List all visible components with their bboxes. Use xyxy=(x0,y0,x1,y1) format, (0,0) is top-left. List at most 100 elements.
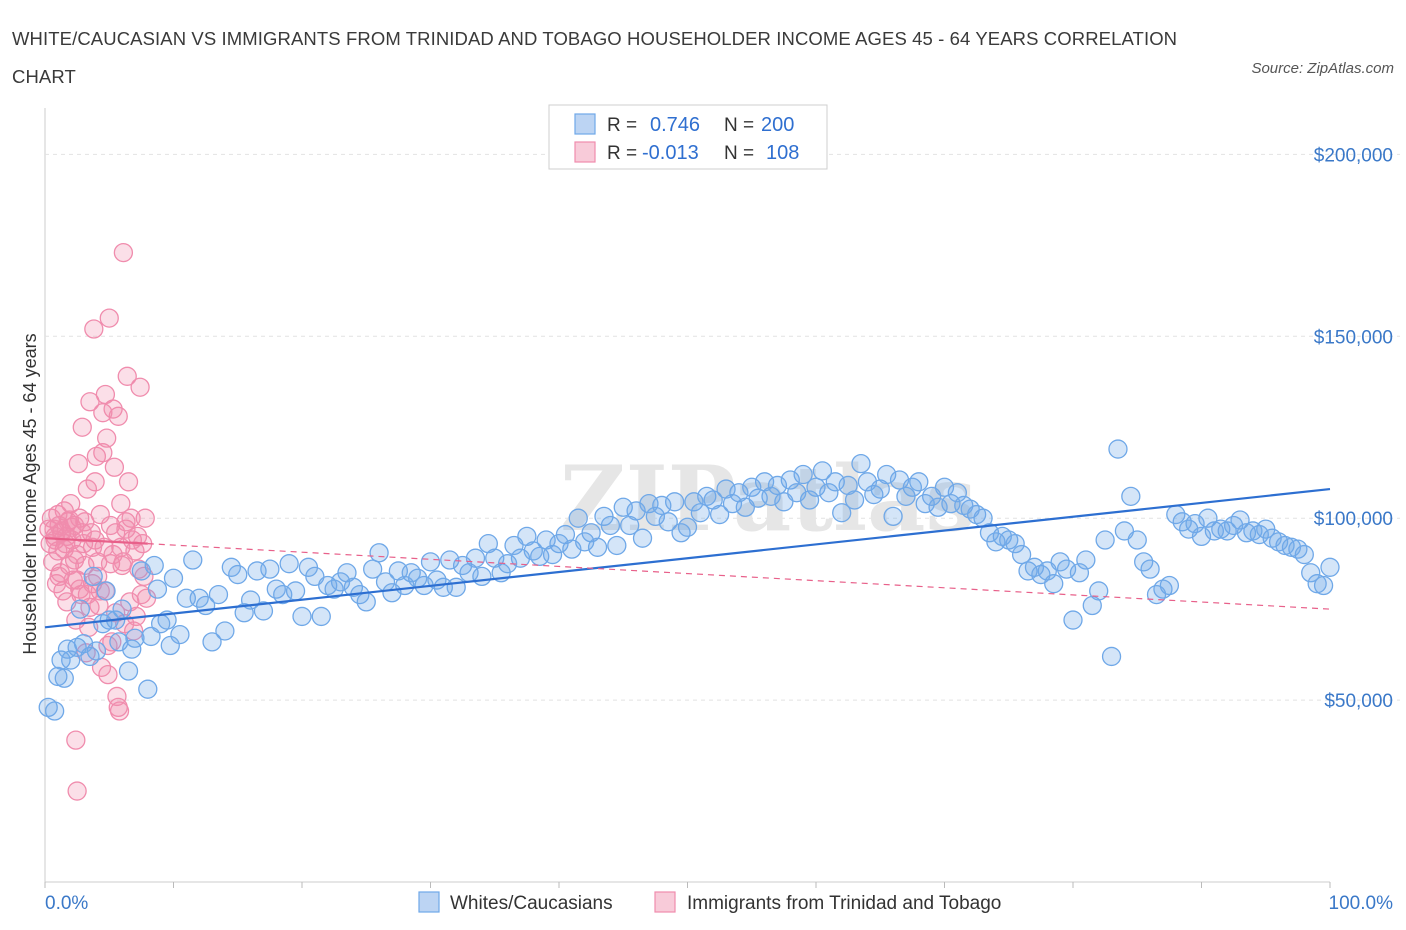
immigrants-point xyxy=(64,550,85,570)
immigrants-point xyxy=(80,597,100,617)
chart-title: WHITE/CAUCASIAN VS IMMIGRANTS FROM TRINI… xyxy=(12,28,1178,87)
immigrants-point xyxy=(103,399,123,419)
immigrants-point xyxy=(130,377,150,397)
whites-point xyxy=(138,679,158,699)
whites-point xyxy=(183,550,203,570)
whites-point xyxy=(1101,646,1122,667)
immigrants-point xyxy=(72,417,92,437)
immigrants-point xyxy=(116,512,136,532)
whites-point xyxy=(189,588,209,608)
immigrants-point xyxy=(104,457,125,477)
immigrants-point xyxy=(67,781,87,801)
immigrants-point xyxy=(82,537,103,557)
source-label: Source: ZipAtlas.com xyxy=(1251,60,1394,77)
legend-r-label-1: R = xyxy=(607,115,637,136)
whites-point xyxy=(202,632,222,652)
whites-point xyxy=(883,506,903,527)
legend-swatch-pink xyxy=(574,141,596,163)
whites-point xyxy=(1089,581,1109,601)
whites-point xyxy=(125,628,145,648)
whites-point xyxy=(260,559,280,579)
immigrants-point xyxy=(117,366,137,386)
whites-point xyxy=(1076,550,1096,570)
whites-point xyxy=(311,606,331,627)
whites-point xyxy=(86,641,107,661)
whites-point xyxy=(356,592,376,612)
whites-point xyxy=(1159,575,1180,596)
whites-point xyxy=(844,490,865,510)
whites-point xyxy=(677,517,698,537)
immigrants-point xyxy=(97,428,117,448)
whites-point xyxy=(472,566,492,587)
whites-point xyxy=(812,461,833,481)
immigrants-point xyxy=(108,697,128,718)
bottom-legend-label-whites: Whites/Caucasians xyxy=(450,893,613,914)
whites-point xyxy=(363,559,383,579)
whites-point xyxy=(208,584,229,605)
immigrants-point xyxy=(84,319,104,339)
immigrants-point xyxy=(116,519,136,539)
whites-point xyxy=(1095,530,1115,550)
immigrants-point xyxy=(135,508,155,528)
whites-point xyxy=(1005,534,1025,554)
immigrants-point xyxy=(98,664,118,685)
whites-point xyxy=(141,626,161,647)
whites-point xyxy=(215,621,235,641)
immigrants-point xyxy=(113,242,134,263)
immigrants-trend-line xyxy=(44,537,148,545)
whites-points xyxy=(38,439,1340,721)
whites-point xyxy=(122,639,142,659)
immigrants-point xyxy=(59,510,80,530)
immigrants-point xyxy=(80,392,100,412)
immigrants-point xyxy=(66,730,86,750)
whites-point xyxy=(1050,552,1070,572)
whites-point xyxy=(1134,552,1154,572)
immigrants-point xyxy=(68,453,89,474)
x-axis xyxy=(44,882,1331,888)
whites-point xyxy=(420,552,441,572)
x-tick-min: 0.0% xyxy=(45,893,88,914)
x-tick-max: 100.0% xyxy=(1329,893,1394,914)
immigrants-point xyxy=(49,566,69,587)
immigrants-point xyxy=(88,566,108,587)
immigrants-point xyxy=(118,472,139,492)
whites-point xyxy=(793,464,813,485)
whites-point xyxy=(1011,544,1032,565)
immigrants-point xyxy=(99,308,119,328)
y-tick-label: $200,000 xyxy=(1314,145,1393,166)
whites-point xyxy=(324,579,344,599)
whites-point xyxy=(170,624,190,645)
whites-point xyxy=(446,577,466,597)
whites-point xyxy=(144,555,164,576)
whites-point xyxy=(1063,610,1083,630)
whites-point xyxy=(279,554,299,574)
legend-n-label-2: N = xyxy=(724,143,754,164)
immigrants-point xyxy=(111,493,131,514)
whites-point xyxy=(83,566,103,587)
immigrants-point xyxy=(98,635,118,656)
whites-point xyxy=(1127,530,1147,550)
whites-point xyxy=(1121,486,1141,507)
whites-point xyxy=(221,557,241,577)
y-axis-label: Householder Income Ages 45 - 64 years xyxy=(20,333,40,654)
whites-point xyxy=(1313,575,1334,596)
whites-trend-line xyxy=(44,487,1331,629)
whites-point xyxy=(819,483,839,503)
bottom-legend: Whites/Caucasians Immigrants from Trinid… xyxy=(418,891,1001,914)
whites-point xyxy=(909,472,929,492)
whites-point xyxy=(690,503,710,523)
immigrants-point xyxy=(77,479,98,499)
bottom-legend-swatch-pink xyxy=(654,891,676,913)
legend-n-value-1: 200 xyxy=(761,114,794,136)
immigrants-point xyxy=(75,512,95,532)
whites-point xyxy=(1044,574,1064,594)
whites-point xyxy=(1301,563,1321,583)
whites-point xyxy=(96,581,116,601)
y-tick-label: $100,000 xyxy=(1314,509,1393,530)
whites-point xyxy=(607,535,627,556)
whites-point xyxy=(568,508,588,528)
whites-point xyxy=(832,503,852,523)
legend-n-value-2: 108 xyxy=(766,142,799,164)
whites-point xyxy=(292,606,312,627)
